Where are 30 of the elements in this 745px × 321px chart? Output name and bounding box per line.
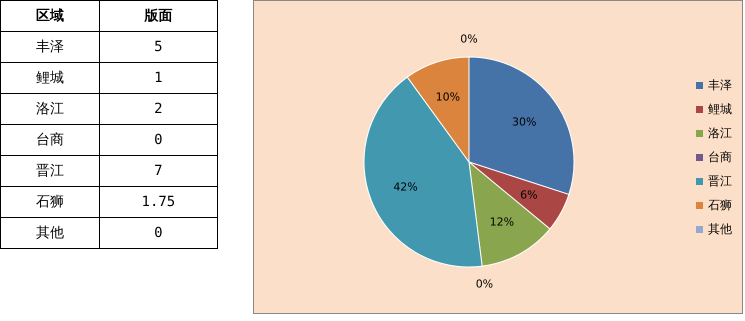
data-label: 1 <box>99 62 218 94</box>
legend-label: 晋江 <box>708 173 732 190</box>
data-label: 10% <box>436 90 460 104</box>
text: 版面 <box>99 0 218 32</box>
data-label: 42% <box>393 180 418 194</box>
category-label: 鲤城 <box>0 62 100 94</box>
category-label: 洛江 <box>0 94 100 124</box>
legend-label: 丰泽 <box>708 77 732 94</box>
data-label: 0 <box>99 124 218 156</box>
category-label: 晋江 <box>0 156 100 186</box>
data-label: 1.75 <box>99 186 218 218</box>
category-label: 其他 <box>0 218 100 248</box>
legend-label: 其他 <box>708 221 732 238</box>
legend-label: 台商 <box>708 149 732 166</box>
data-label: 6% <box>520 188 538 202</box>
data-label: 0 <box>99 218 218 248</box>
data-label: 12% <box>490 215 514 228</box>
text: 0% <box>476 278 494 291</box>
category-label: 台商 <box>0 124 100 156</box>
legend-label: 鲤城 <box>708 101 732 118</box>
text: 0% <box>460 32 478 46</box>
legend-label: 洛江 <box>708 125 732 142</box>
data-label: 5 <box>99 32 218 62</box>
data-label: 30% <box>512 115 536 128</box>
data-label: 7 <box>99 156 218 186</box>
legend-label: 石狮 <box>708 197 732 214</box>
category-label: 石狮 <box>0 186 100 218</box>
data-label: 2 <box>99 94 218 124</box>
category-label: 丰泽 <box>0 32 100 62</box>
text: 区域 <box>0 0 100 32</box>
